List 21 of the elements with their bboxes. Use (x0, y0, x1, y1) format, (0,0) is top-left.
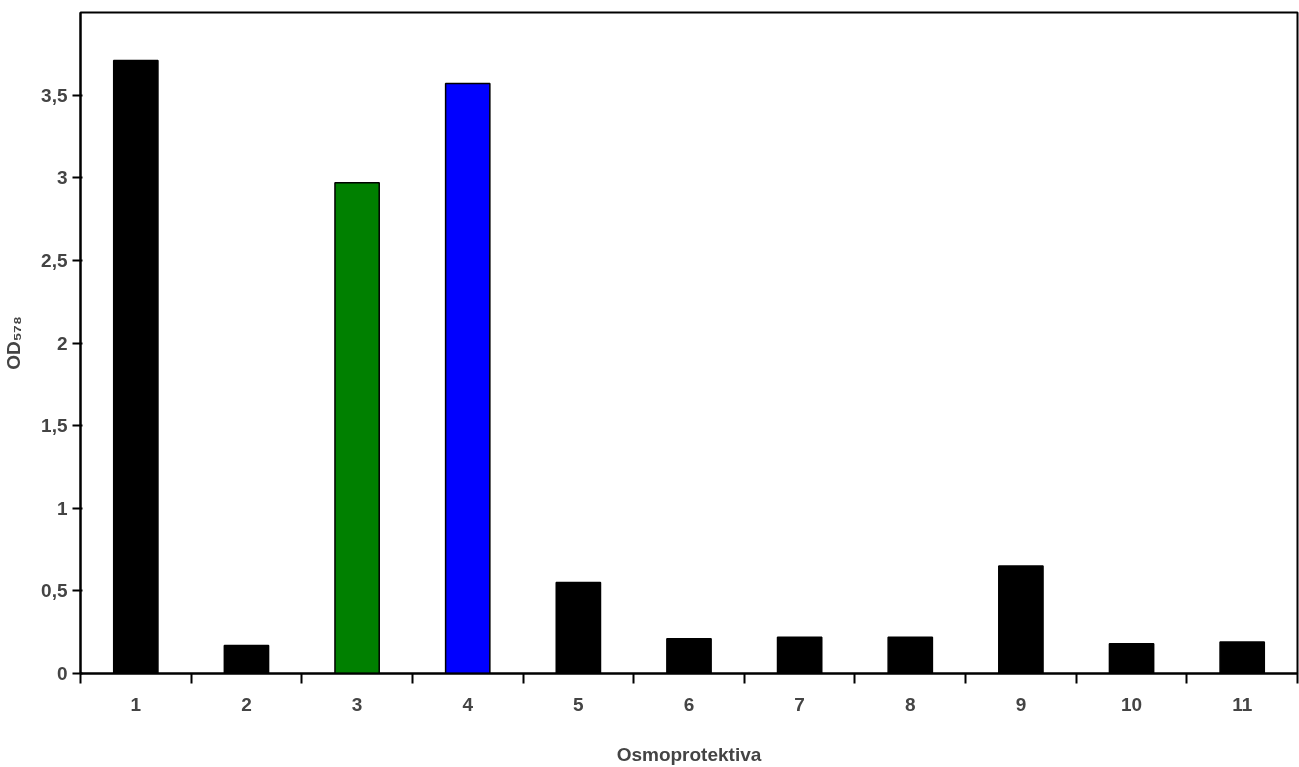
y-tick-label: 1,5 (41, 415, 68, 437)
x-tick-label: 7 (794, 693, 805, 715)
x-axis-title: Osmoprotektiva (616, 743, 762, 765)
x-tick-label: 4 (462, 693, 474, 715)
x-tick-label: 11 (1232, 693, 1253, 715)
x-tick-label: 1 (130, 693, 142, 715)
x-tick-label: 10 (1120, 693, 1143, 715)
y-tick-label: 1 (56, 497, 68, 519)
x-tick-label: 3 (351, 693, 363, 715)
y-tick-label: 0 (56, 663, 68, 684)
x-tick-label: 5 (573, 693, 585, 715)
y-tick-label: 0,5 (41, 580, 68, 602)
x-tick-label: 2 (241, 693, 252, 715)
x-tick-label: 9 (1015, 693, 1027, 715)
x-tick-label: 8 (904, 693, 916, 715)
y-tick-label: 3 (56, 167, 68, 189)
x-tick-label: 6 (683, 693, 695, 715)
y-axis-title: OD₅₇₈ (3, 316, 25, 370)
y-tick-label: 3,5 (41, 84, 68, 106)
y-tick-label: 2 (56, 332, 68, 354)
y-tick-label: 2,5 (41, 249, 68, 271)
